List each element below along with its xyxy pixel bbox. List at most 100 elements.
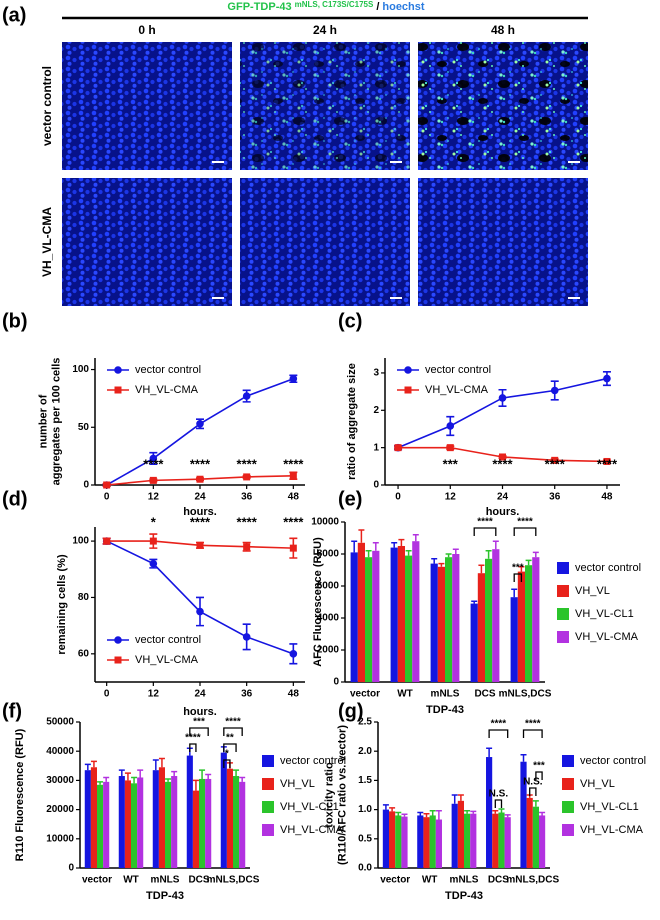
bar [412, 541, 420, 682]
x-tick-label: vector [350, 689, 380, 700]
error-bar [435, 810, 442, 820]
y-axis-label: remaining cells (%) [56, 554, 68, 655]
bar [205, 778, 212, 868]
legend-label: VH_VL-CL1 [280, 801, 339, 813]
significance: ** [226, 733, 234, 744]
error-bar [525, 559, 532, 566]
error-bar [478, 564, 485, 574]
bar [365, 557, 373, 682]
bar [152, 770, 159, 868]
bar [171, 776, 178, 868]
significance-bracket [488, 729, 509, 738]
error-bar [429, 810, 436, 816]
error-bar [532, 800, 539, 807]
legend-swatch [262, 801, 274, 813]
legend-swatch [562, 824, 574, 836]
bar [226, 768, 233, 868]
panel-label: (b) [2, 310, 28, 332]
legend-label: VH_VL-CMA [575, 631, 639, 643]
error-bar [445, 553, 452, 558]
significance: **** [190, 514, 211, 529]
y-tick-label: 50 [78, 422, 90, 433]
significance-bracket [223, 727, 243, 736]
bar [417, 815, 424, 868]
legend-swatch [562, 801, 574, 813]
error-bar [103, 776, 110, 782]
bar [382, 809, 390, 868]
significance: **** [143, 456, 164, 471]
y-tick-label: 4000 [317, 613, 340, 624]
marker [196, 420, 204, 428]
error-bar [395, 811, 402, 816]
x-axis-label: hours. [183, 706, 217, 718]
row-label: vector control [40, 66, 54, 146]
error-bar [152, 759, 159, 771]
legend-swatch [562, 778, 574, 790]
y-axis-label: ratio of aggregate size [346, 363, 358, 480]
bar [457, 800, 464, 868]
bar [498, 812, 505, 868]
marker [289, 544, 297, 552]
bar [486, 757, 493, 868]
y-tick-label: 0 [68, 863, 74, 874]
significance: **** [477, 517, 493, 528]
error-bar [358, 529, 365, 543]
x-axis-label: TDP-43 [146, 890, 184, 902]
bar [517, 571, 525, 682]
marker [196, 607, 204, 616]
significance: **** [525, 719, 541, 730]
x-tick-label: mNLS,DCS [499, 689, 552, 700]
y-tick-label: 10000 [311, 517, 339, 528]
x-tick-label: 24 [497, 492, 509, 503]
marker [446, 444, 454, 452]
error-bar [417, 811, 424, 816]
y-tick-label: 0 [83, 480, 89, 491]
y-tick-label: 50000 [46, 717, 74, 728]
bar [220, 752, 227, 868]
y-tick-label: 0 [373, 480, 379, 491]
significance: **** [237, 514, 258, 529]
error-bar [498, 808, 505, 813]
y-tick-label: 2 [373, 405, 379, 416]
x-tick-label: DCS [474, 689, 495, 700]
bar [97, 784, 104, 868]
bar [452, 554, 460, 682]
legend-label: vector control [575, 562, 641, 574]
y-tick-label: 2.0 [358, 746, 372, 757]
error-bar [412, 534, 419, 542]
error-bar [124, 772, 131, 781]
legend-marker [114, 656, 122, 664]
legend-marker [114, 386, 122, 394]
error-bar [97, 781, 104, 785]
error-bar [372, 542, 379, 551]
marker [242, 392, 251, 400]
panel-label: (d) [2, 488, 28, 510]
x-tick-label: 0 [104, 689, 110, 700]
significance-bracket [535, 771, 543, 780]
legend-label: vector control [135, 634, 201, 646]
x-tick-label: mNLS [450, 875, 479, 886]
error-bar [131, 776, 138, 784]
marker [103, 481, 111, 489]
error-bar [239, 776, 246, 782]
bar [538, 815, 546, 868]
legend-label: vector control [135, 364, 201, 376]
error-bar [452, 548, 459, 554]
y-axis-label: number of [37, 394, 49, 448]
x-tick-label: 48 [288, 689, 300, 700]
title-marker: GFP-TDP-43 [227, 1, 291, 13]
error-bar [405, 550, 412, 556]
significance: **** [597, 456, 618, 471]
x-tick-label: mNLS,DCS [207, 875, 260, 886]
error-bar [520, 753, 527, 762]
legend-label: VH_VL-CMA [425, 384, 489, 396]
significance-bracket [494, 799, 503, 808]
error-bar [391, 542, 398, 548]
marker [149, 454, 158, 463]
error-bar [470, 810, 477, 814]
panel-label: (g) [338, 700, 364, 722]
bar [118, 776, 125, 868]
error-bar [351, 540, 358, 553]
legend-marker [114, 636, 122, 644]
column-label: 0 h [138, 23, 155, 37]
